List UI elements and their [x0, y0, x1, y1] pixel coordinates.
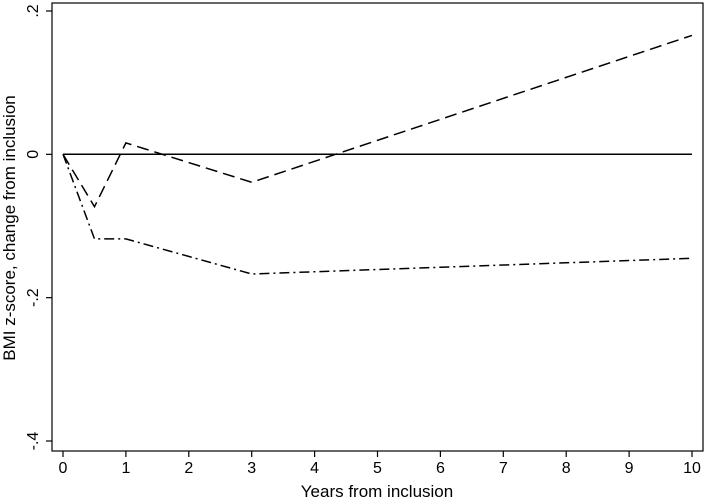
y-tick-label: 0 — [25, 150, 42, 159]
x-axis-ticks: 0 1 2 3 4 5 6 7 8 9 10 — [59, 451, 701, 477]
x-tick-label: 2 — [184, 460, 193, 477]
x-tick-label: 0 — [59, 460, 68, 477]
series-lines — [62, 34, 693, 275]
y-tick-label: -.4 — [25, 432, 42, 451]
x-axis-title: Years from inclusion — [301, 482, 453, 499]
plot-frame — [51, 2, 704, 452]
y-tick-label: -.2 — [25, 288, 42, 307]
x-tick-label: 9 — [625, 460, 634, 477]
x-tick-label: 10 — [683, 460, 701, 477]
series-line-dashed — [62, 34, 693, 209]
y-axis-ticks: -.4 -.2 0 .2 — [25, 4, 52, 450]
x-tick-label: 1 — [121, 460, 130, 477]
x-tick-label: 3 — [247, 460, 256, 477]
series-line-dashdot — [62, 154, 693, 275]
y-axis-title: BMI z-score, change from inclusion — [0, 95, 19, 361]
x-tick-label: 6 — [436, 460, 445, 477]
x-tick-label: 5 — [373, 460, 382, 477]
x-tick-label: 8 — [562, 460, 571, 477]
x-tick-label: 7 — [499, 460, 508, 477]
x-tick-label: 4 — [310, 460, 319, 477]
y-tick-label: .2 — [25, 4, 42, 17]
